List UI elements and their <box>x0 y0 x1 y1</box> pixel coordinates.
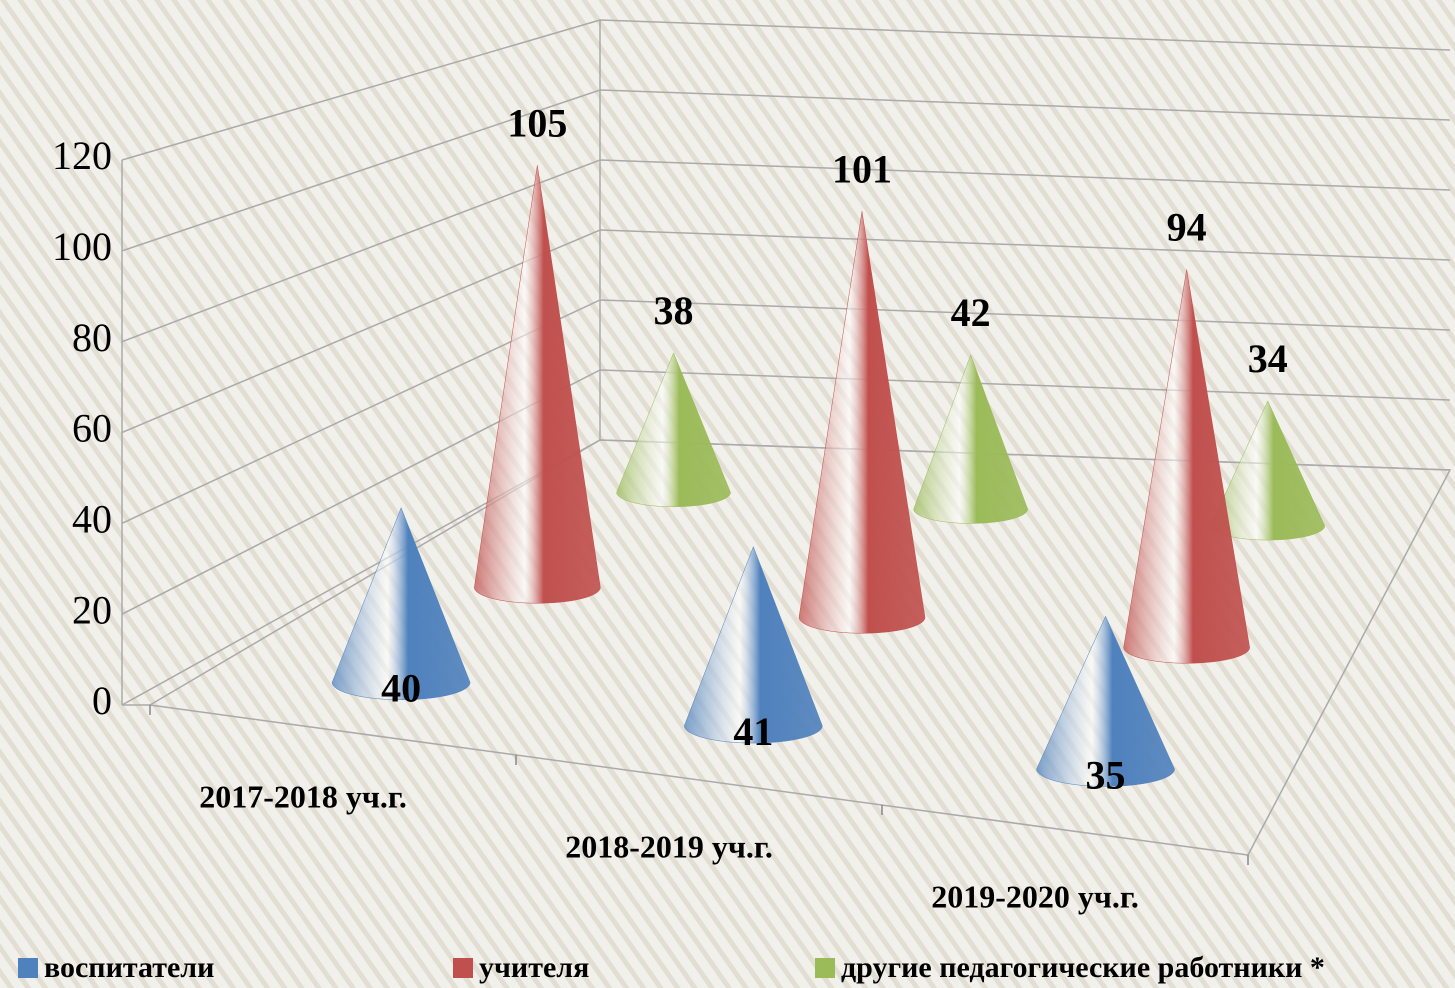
y-tick-label: 0 <box>92 678 112 723</box>
cone <box>684 546 823 744</box>
y-tick-label: 80 <box>72 315 112 360</box>
legend-label: воспитатели <box>44 951 214 984</box>
x-tick-label: 2019-2020 уч.г. <box>931 878 1139 914</box>
cone-body <box>1036 615 1175 787</box>
cone <box>331 507 471 700</box>
cone <box>913 354 1028 524</box>
y-tick-label: 40 <box>72 497 112 542</box>
cone-body <box>616 352 731 507</box>
cone-body <box>1123 269 1250 664</box>
data-label: 94 <box>1167 205 1207 250</box>
cone <box>474 165 601 604</box>
data-label: 42 <box>951 290 991 335</box>
y-tick-label: 120 <box>52 133 112 178</box>
cone-body <box>474 165 601 604</box>
cone-body <box>331 507 471 700</box>
data-label: 101 <box>832 147 892 192</box>
data-label: 41 <box>733 709 773 754</box>
data-label: 34 <box>1248 336 1288 381</box>
cone <box>1036 615 1175 787</box>
legend-label: другие педагогические работники * <box>841 951 1325 984</box>
x-tick-label: 2018-2019 уч.г. <box>565 828 773 864</box>
data-label: 38 <box>654 288 694 333</box>
cone-body <box>913 354 1028 524</box>
legend-label: учителя <box>479 951 589 984</box>
cone-body <box>798 211 926 634</box>
cone <box>616 352 731 507</box>
y-tick-label: 100 <box>52 224 112 269</box>
legend-swatch <box>18 958 38 978</box>
y-tick-label: 60 <box>72 406 112 451</box>
cone <box>798 211 926 634</box>
cone-body <box>684 546 823 744</box>
y-tick-label: 20 <box>72 587 112 632</box>
x-tick-label: 2017-2018 уч.г. <box>199 778 407 814</box>
data-label: 105 <box>507 100 567 145</box>
cone <box>1123 269 1250 664</box>
data-label: 40 <box>381 666 421 711</box>
data-label: 35 <box>1086 752 1126 797</box>
legend-swatch <box>815 958 835 978</box>
legend-swatch <box>453 958 473 978</box>
